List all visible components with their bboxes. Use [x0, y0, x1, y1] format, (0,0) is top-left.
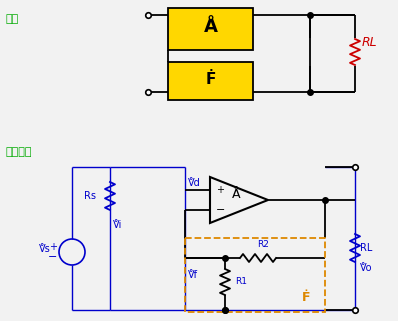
Text: Å: Å — [203, 18, 217, 36]
Text: −: − — [216, 205, 225, 215]
Text: 框圖: 框圖 — [5, 14, 18, 24]
Text: V̊o: V̊o — [360, 263, 373, 273]
Text: V̊d: V̊d — [188, 178, 201, 188]
Text: Ḟ: Ḟ — [302, 291, 310, 304]
Text: Rs: Rs — [84, 191, 96, 201]
Text: R1: R1 — [235, 277, 247, 287]
Text: 實際電路: 實際電路 — [5, 147, 31, 157]
Text: +: + — [49, 242, 57, 252]
Bar — [168, 8, 253, 50]
Text: V̊s: V̊s — [39, 244, 51, 254]
Text: RL: RL — [360, 243, 373, 253]
Text: R2: R2 — [257, 240, 269, 249]
Text: RL: RL — [362, 36, 378, 49]
Text: +: + — [216, 185, 224, 195]
Text: −: − — [48, 252, 57, 262]
Text: V̊f: V̊f — [188, 270, 198, 280]
Text: Å: Å — [232, 187, 240, 201]
Bar — [185, 238, 325, 312]
Bar — [168, 62, 253, 100]
Text: Ḟ: Ḟ — [205, 73, 216, 88]
Text: V̊i: V̊i — [113, 220, 122, 230]
